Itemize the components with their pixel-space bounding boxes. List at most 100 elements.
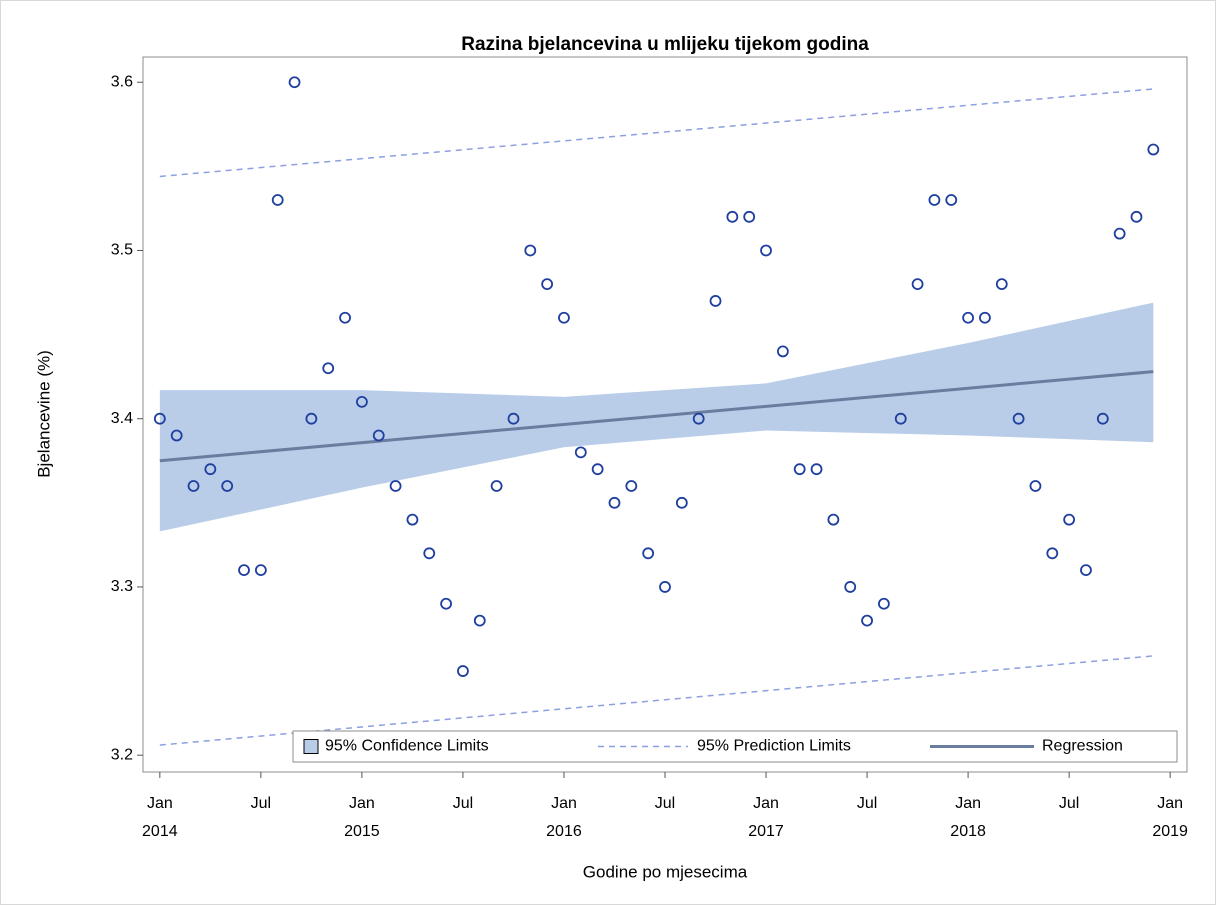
x-tick-label: Jan 2019: [1152, 795, 1188, 840]
legend-label: 95% Confidence Limits: [325, 738, 489, 755]
data-point: [238, 564, 250, 577]
x-tick-label: Jan 2018: [950, 795, 986, 840]
data-point: [339, 311, 351, 324]
y-tick-label: 3.6: [111, 73, 133, 90]
data-point: [726, 210, 739, 223]
data-point: [507, 412, 520, 425]
x-tick-label-line: Jan: [1157, 795, 1183, 812]
data-point: [305, 412, 318, 425]
data-point: [692, 412, 705, 425]
y-axis-label: Bjelancevine (%): [34, 350, 53, 478]
data-point: [591, 463, 604, 476]
y-tick-label: 3.4: [111, 410, 133, 427]
data-point: [457, 665, 469, 677]
x-tick-label-line: 2015: [344, 823, 380, 840]
data-point: [288, 76, 301, 89]
data-point: [979, 311, 991, 324]
data-point: [1147, 143, 1160, 156]
data-point: [541, 278, 554, 291]
data-point: [1012, 412, 1025, 425]
data-point: [894, 412, 907, 425]
data-point: [659, 581, 671, 593]
data-point: [1046, 547, 1059, 560]
data-point: [709, 295, 722, 307]
legend-swatch: [303, 739, 319, 754]
data-point: [356, 395, 368, 408]
data-point: [187, 480, 200, 492]
data-point: [995, 278, 1008, 291]
x-tick-label-line: Jul: [655, 795, 675, 812]
data-point: [574, 446, 587, 459]
data-point: [861, 614, 873, 627]
data-point: [827, 513, 840, 526]
prediction-limit: [159, 655, 1154, 746]
x-tick-label-line: Jul: [251, 795, 271, 812]
data-point: [911, 278, 924, 291]
legend-label: Regression: [1042, 738, 1123, 755]
data-point: [1130, 210, 1143, 223]
x-tick-label-line: Jan: [551, 795, 577, 812]
data-point: [810, 463, 823, 476]
x-tick-label-line: 2017: [748, 823, 784, 840]
data-point: [153, 412, 166, 425]
data-point: [844, 581, 857, 593]
data-point: [423, 547, 436, 560]
x-tick-label-line: 2014: [142, 823, 178, 840]
x-tick-label-line: Jan: [349, 795, 375, 812]
data-point: [440, 597, 452, 610]
x-tick-label: Jul: [1059, 795, 1079, 812]
x-tick-label-line: 2018: [950, 823, 986, 840]
data-point: [473, 614, 486, 627]
data-point: [760, 244, 772, 257]
data-point: [490, 480, 503, 492]
data-point: [608, 496, 621, 509]
x-tick-label-line: Jan: [147, 795, 173, 812]
data-point: [204, 463, 217, 476]
x-tick-label: Jan 2014: [142, 795, 178, 840]
data-point: [558, 311, 570, 324]
data-point: [1063, 513, 1076, 526]
data-point: [271, 194, 284, 206]
x-tick-label: Jul: [251, 795, 271, 812]
data-point: [1029, 480, 1042, 492]
x-tick-label-line: Jul: [1059, 795, 1079, 812]
x-tick-label-line: 2019: [1152, 823, 1188, 840]
legend-label: 95% Prediction Limits: [697, 738, 851, 755]
data-point: [962, 311, 974, 324]
data-point: [389, 480, 402, 492]
x-tick-label-line: Jan: [955, 795, 981, 812]
y-tick-label: 3.2: [111, 746, 133, 763]
data-point: [372, 429, 385, 442]
x-tick-label: Jul: [453, 795, 473, 812]
data-point: [221, 480, 234, 492]
regression-line: [159, 370, 1154, 463]
data-point: [170, 429, 183, 442]
y-tick-label: 3.5: [111, 242, 133, 259]
data-point: [406, 513, 419, 526]
x-axis-label: Godine po mjesecima: [583, 862, 748, 881]
data-point: [743, 210, 756, 223]
data-point: [642, 547, 655, 560]
x-tick-label-line: Jan: [753, 795, 779, 812]
data-point: [322, 362, 335, 375]
data-point: [1096, 412, 1109, 425]
data-point: [675, 496, 688, 509]
x-tick-label-line: 2016: [546, 823, 582, 840]
x-tick-label: Jan 2016: [546, 795, 582, 840]
data-point: [928, 194, 941, 206]
data-point: [625, 480, 638, 492]
x-tick-label-line: Jul: [453, 795, 473, 812]
data-point: [776, 345, 789, 358]
chart-title: Razina bjelancevina u mlijeku tijekom go…: [461, 34, 869, 55]
data-point: [1080, 564, 1092, 577]
y-tick-label: 3.3: [111, 578, 133, 595]
data-point: [524, 244, 537, 257]
x-tick-label-line: Jul: [857, 795, 877, 812]
x-tick-label: Jan 2015: [344, 795, 380, 840]
x-tick-label: Jul: [655, 795, 675, 812]
data-point: [793, 463, 806, 476]
prediction-limit: [159, 88, 1154, 178]
data-point: [945, 194, 958, 206]
data-point: [1113, 227, 1126, 240]
